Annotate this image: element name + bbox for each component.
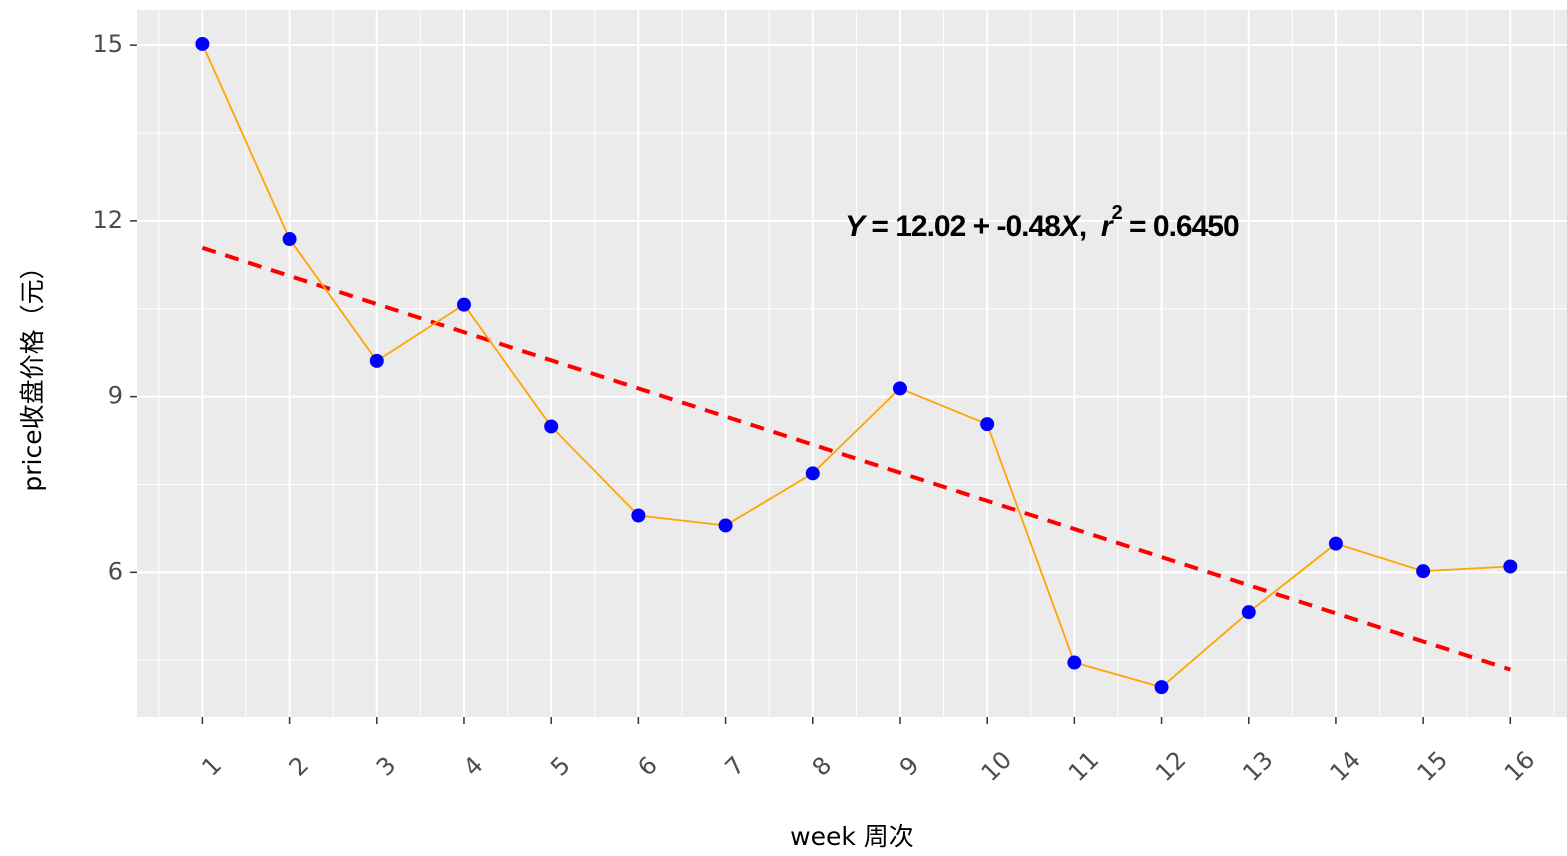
- y-tick-label: 12: [92, 206, 123, 234]
- x-axis-title: week 周次: [790, 822, 914, 851]
- x-tick-label: 14: [1325, 746, 1366, 787]
- point: [1416, 564, 1431, 579]
- series-line: [201, 43, 1511, 689]
- point: [1154, 680, 1169, 695]
- point: [544, 419, 559, 434]
- marks: [195, 36, 1518, 695]
- y-tick-label: 9: [108, 382, 123, 410]
- point: [718, 518, 733, 533]
- x-tick-label: 4: [458, 751, 489, 782]
- x-tick-label: 13: [1237, 746, 1278, 787]
- grid: [137, 10, 1567, 717]
- plot-panel: [137, 10, 1567, 717]
- x-tick-label: 5: [545, 751, 576, 782]
- point: [980, 417, 995, 432]
- y-axis-title: price收盘价格（元）: [18, 254, 47, 491]
- point: [1241, 605, 1256, 620]
- annotation-part: = 0.6450: [1122, 210, 1239, 243]
- x-tick-label: 11: [1063, 746, 1104, 787]
- point: [456, 297, 471, 312]
- point: [1503, 559, 1518, 574]
- x-tick-label: 12: [1150, 746, 1191, 787]
- point: [892, 381, 907, 396]
- x-tick-label: 15: [1412, 746, 1453, 787]
- trend-line: [201, 245, 1511, 672]
- x-tick-label: 7: [720, 751, 751, 782]
- point: [195, 36, 210, 51]
- point: [369, 353, 384, 368]
- y-tick-label: 6: [108, 557, 123, 585]
- x-tick-label: 3: [371, 751, 402, 782]
- point: [1328, 536, 1343, 551]
- x-tick-label: 16: [1499, 746, 1540, 787]
- point: [282, 232, 297, 247]
- x-tick-label: 9: [894, 751, 925, 782]
- annotation-part: 2: [1112, 202, 1123, 224]
- x-tick-label: 1: [196, 751, 227, 782]
- x-tick-label: 6: [632, 751, 663, 782]
- x-tick-label: 8: [807, 751, 838, 782]
- point: [631, 508, 646, 523]
- annotation-part: X: [1058, 210, 1082, 243]
- annotation-part: = 12.02 + -0.48: [864, 210, 1060, 243]
- point: [805, 466, 820, 481]
- x-tick-label: 10: [976, 746, 1017, 787]
- annotation: Y = 12.02 + -0.48X, r2 = 0.6450: [845, 202, 1239, 243]
- y-tick-label: 15: [92, 30, 123, 58]
- x-tick-label: 2: [284, 751, 315, 782]
- point: [1067, 655, 1082, 670]
- annotation-part: ,: [1079, 210, 1101, 243]
